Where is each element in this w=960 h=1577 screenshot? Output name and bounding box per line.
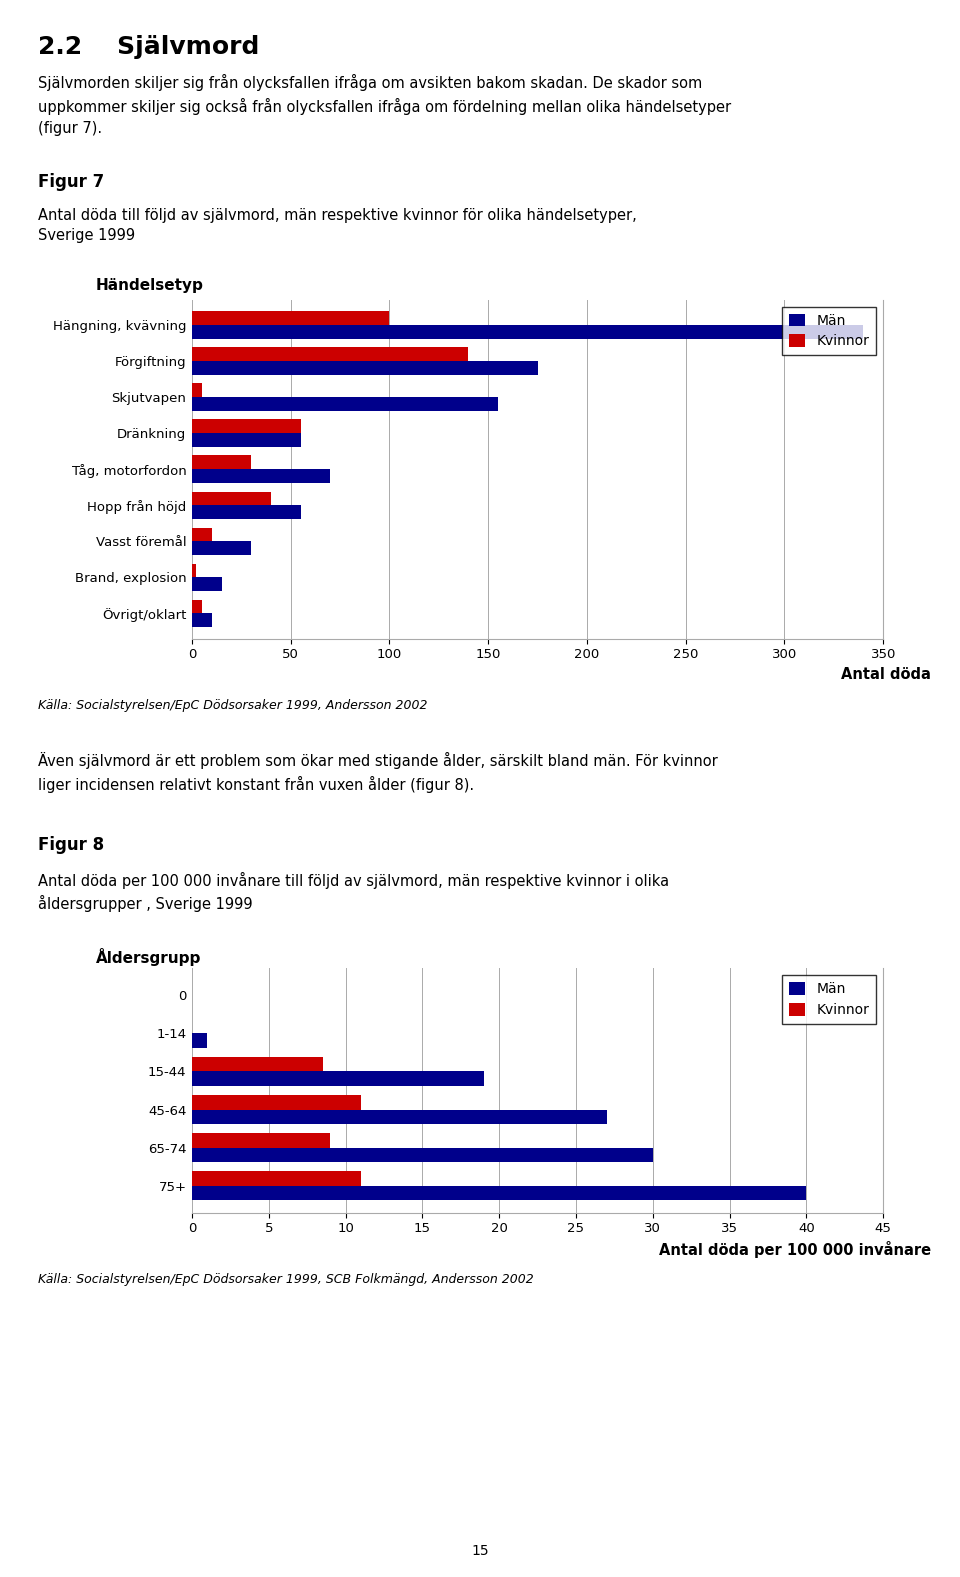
Bar xyxy=(192,492,271,505)
Legend: Män, Kvinnor: Män, Kvinnor xyxy=(781,306,876,355)
Text: Antal döda per 100 000 invånare till följd av självmord, män respektive kvinnor : Antal döda per 100 000 invånare till föl… xyxy=(38,872,669,912)
Bar xyxy=(192,1071,484,1087)
Bar xyxy=(192,470,330,483)
Bar xyxy=(192,434,300,446)
Bar xyxy=(192,1134,330,1148)
Text: 2.2    Självmord: 2.2 Självmord xyxy=(38,35,260,58)
Text: Figur 8: Figur 8 xyxy=(38,836,105,853)
Bar xyxy=(192,599,202,613)
Bar xyxy=(192,1172,361,1186)
Text: Självmorden skiljer sig från olycksfallen ifråga om avsikten bakom skadan. De sk: Självmorden skiljer sig från olycksfalle… xyxy=(38,74,732,136)
Bar xyxy=(192,1057,323,1071)
Bar xyxy=(192,1094,361,1110)
Bar xyxy=(192,419,300,434)
Bar xyxy=(192,347,468,361)
Bar xyxy=(192,563,196,577)
Text: Antal döda: Antal döda xyxy=(841,667,931,683)
Text: Händelsetyp: Händelsetyp xyxy=(96,278,204,293)
Bar xyxy=(192,311,390,325)
Bar xyxy=(192,456,252,470)
Bar xyxy=(192,1186,806,1200)
Bar xyxy=(192,528,212,541)
Bar xyxy=(192,541,252,555)
Text: Källa: Socialstyrelsen/EpC Dödsorsaker 1999, SCB Folkmängd, Andersson 2002: Källa: Socialstyrelsen/EpC Dödsorsaker 1… xyxy=(38,1273,534,1285)
Legend: Män, Kvinnor: Män, Kvinnor xyxy=(781,975,876,1023)
Bar xyxy=(192,1148,653,1162)
Bar xyxy=(192,325,863,339)
Text: Antal döda till följd av självmord, män respektive kvinnor för olika händelsetyp: Antal döda till följd av självmord, män … xyxy=(38,208,637,243)
Text: Antal döda per 100 000 invånare: Antal döda per 100 000 invånare xyxy=(660,1241,931,1258)
Bar xyxy=(192,397,498,410)
Bar xyxy=(192,361,538,375)
Text: Källa: Socialstyrelsen/EpC Dödsorsaker 1999, Andersson 2002: Källa: Socialstyrelsen/EpC Dödsorsaker 1… xyxy=(38,699,428,711)
Bar xyxy=(192,1110,607,1124)
Text: 15: 15 xyxy=(471,1544,489,1558)
Bar xyxy=(192,613,212,628)
Bar xyxy=(192,383,202,397)
Text: Även självmord är ett problem som ökar med stigande ålder, särskilt bland män. F: Även självmord är ett problem som ökar m… xyxy=(38,752,718,793)
Bar xyxy=(192,505,300,519)
Bar xyxy=(192,1033,207,1047)
Bar xyxy=(192,577,222,591)
Text: Åldersgrupp: Åldersgrupp xyxy=(96,948,202,965)
Text: Figur 7: Figur 7 xyxy=(38,173,105,191)
